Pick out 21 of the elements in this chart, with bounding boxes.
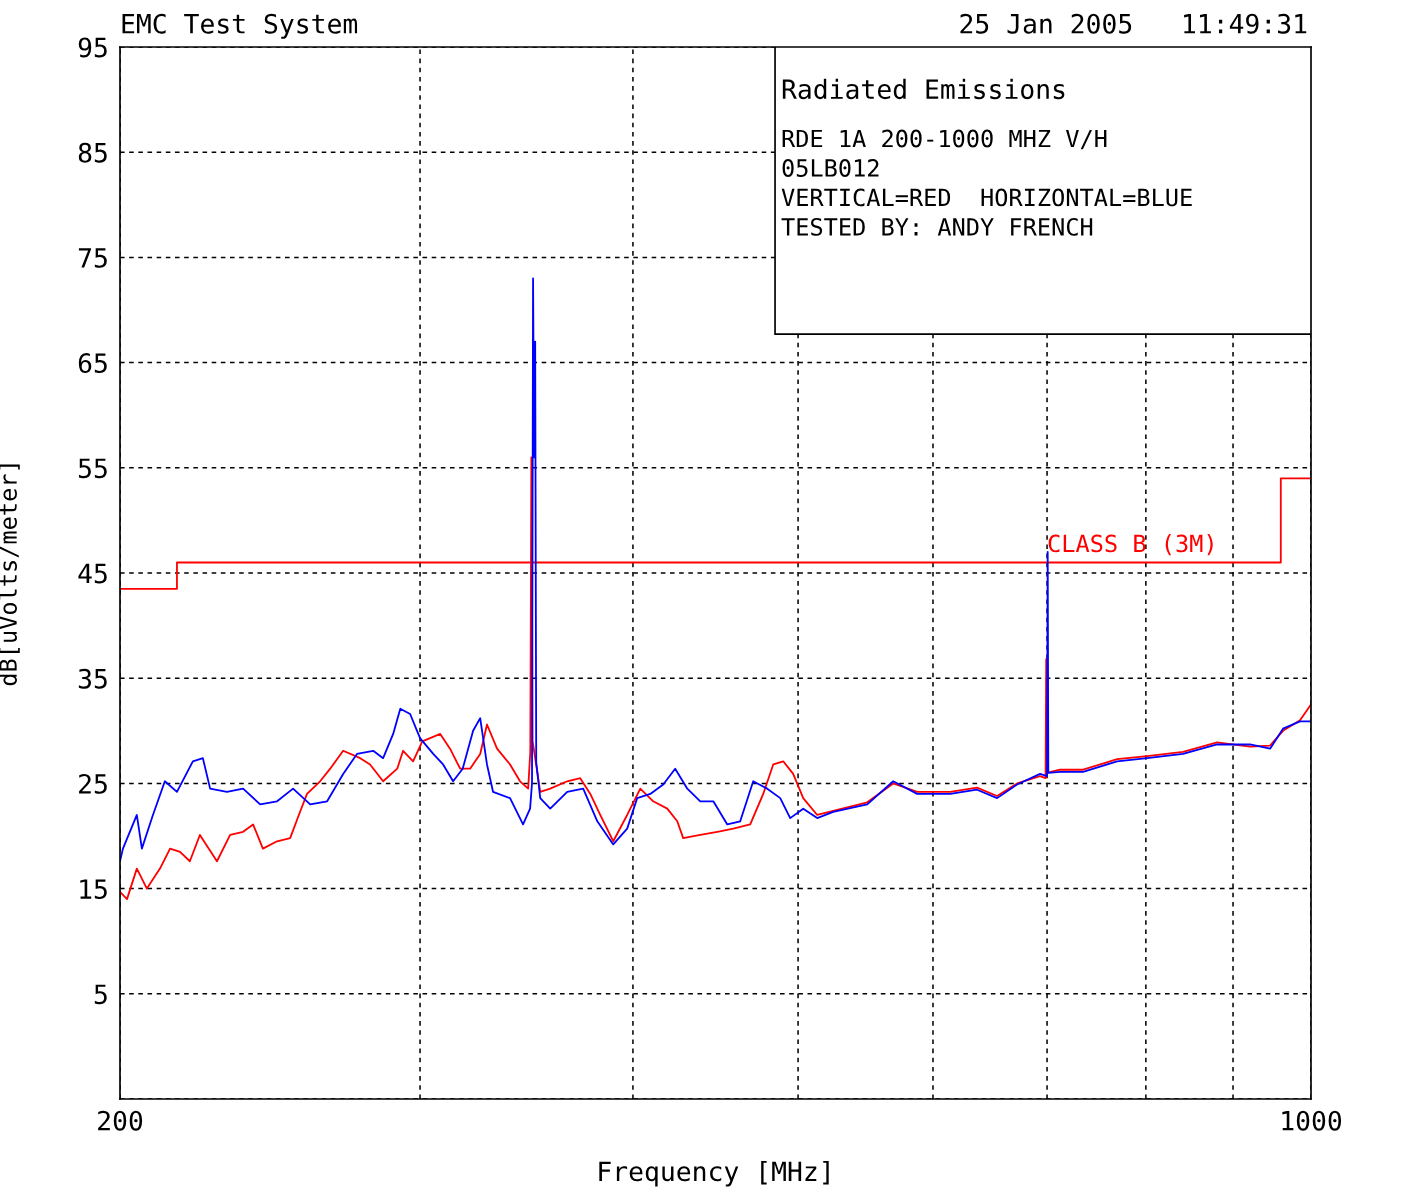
annotation: TESTED BY: ANDY FRENCH <box>781 217 1093 236</box>
y-tick-label: 65 <box>78 353 107 374</box>
x-axis-title: Frequency [MHz] <box>599 1160 829 1187</box>
y-tick-label: 85 <box>78 142 107 163</box>
y-tick-label: 25 <box>79 773 107 794</box>
y-tick-label: 5 <box>94 984 107 1005</box>
y-tick-label: 95 <box>78 37 107 58</box>
annotation: Radiated Emissions <box>782 78 1065 100</box>
annotation: 05LB012 <box>782 159 879 177</box>
y-tick-label: 55 <box>78 458 107 479</box>
x-tick-label: 1000 <box>1282 1110 1342 1131</box>
y-tick-label: 35 <box>78 668 107 689</box>
x-tick-label: 200 <box>98 1110 143 1131</box>
annotation: RDE 1A 200-1000 MHZ V/H <box>782 129 1107 150</box>
annotation: VERTICAL=RED HORIZONTAL=BLUE <box>781 188 1192 207</box>
chart-title: EMC Test System <box>122 13 358 39</box>
y-tick-label: 45 <box>78 563 107 584</box>
chart-subtitle: 25 Jan 2005 11:49:31 <box>960 13 1307 34</box>
annotation: CLASS B (3M) <box>1048 534 1213 556</box>
y-tick-label: 75 <box>78 248 107 268</box>
y-tick-label: 15 <box>80 879 107 900</box>
